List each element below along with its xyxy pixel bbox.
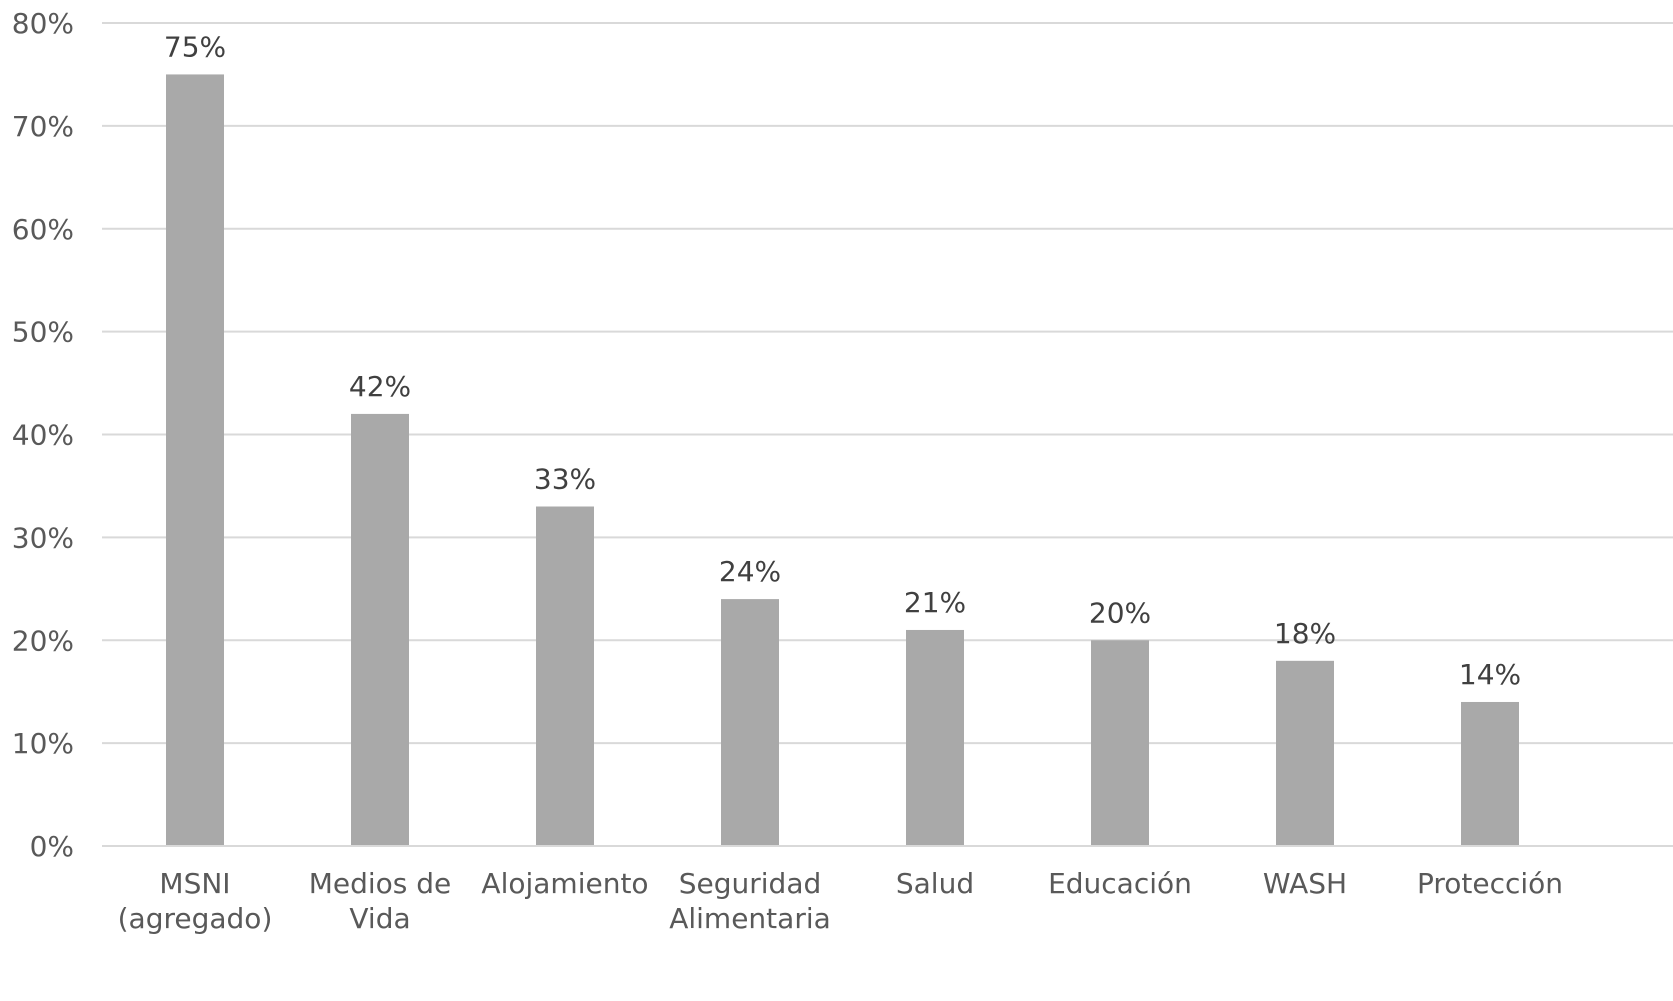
y-tick-label: 30% (12, 521, 74, 554)
y-tick-label: 40% (12, 419, 74, 452)
y-tick-label: 70% (12, 110, 74, 143)
x-tick-label: Protección (1417, 867, 1563, 900)
data-label: 21% (904, 586, 966, 619)
x-tick-label-line: Educación (1048, 867, 1192, 900)
data-label: 14% (1459, 658, 1521, 691)
y-tick-label: 50% (12, 316, 74, 349)
x-tick-label: MSNI (agregado) (118, 867, 273, 935)
x-tick-label: WASH (1263, 867, 1347, 900)
x-tick-label: Seguridad Alimentaria (669, 867, 831, 935)
bar (536, 506, 594, 846)
x-tick-label: Educación (1048, 867, 1192, 900)
x-tick-label-line: Seguridad (679, 867, 822, 900)
x-tick-label-line: Alojamiento (481, 867, 648, 900)
y-tick-label: 10% (12, 727, 74, 760)
x-tick-label-line: Protección (1417, 867, 1563, 900)
x-tick-label-line: Vida (349, 902, 410, 935)
x-tick-label: Salud (896, 867, 974, 900)
data-label: 75% (164, 30, 226, 63)
bar (1461, 701, 1519, 846)
bar (1276, 660, 1334, 846)
bar (1091, 640, 1149, 846)
bars (166, 74, 1519, 846)
data-labels: 75% 42% 33% 24% 21% 20% 18% 14% (164, 30, 1521, 691)
gridlines (102, 22, 1673, 745)
x-tick-label: Alojamiento (481, 867, 648, 900)
x-tick-label-line: Alimentaria (669, 902, 831, 935)
data-label: 18% (1274, 617, 1336, 650)
y-tick-label: 20% (12, 624, 74, 657)
x-tick-label: Medios de Vida (309, 867, 452, 935)
y-tick-label: 80% (12, 7, 74, 40)
bar (721, 599, 779, 846)
bar (906, 629, 964, 846)
bar (351, 413, 409, 846)
bar (166, 74, 224, 846)
data-label: 24% (719, 555, 781, 588)
x-tick-label-line: Salud (896, 867, 974, 900)
data-label: 20% (1089, 596, 1151, 629)
data-label: 33% (534, 463, 596, 496)
x-tick-label-line: WASH (1263, 867, 1347, 900)
y-axis-ticks: 0% 10% 20% 30% 40% 50% 60% 70% 80% (12, 7, 74, 863)
y-tick-label: 60% (12, 213, 74, 246)
x-tick-label-line: MSNI (159, 867, 230, 900)
x-axis: MSNI (agregado) Medios de Vida Alojamiento Se… (102, 845, 1673, 935)
x-tick-label-line: (agregado) (118, 902, 273, 935)
data-label: 42% (349, 370, 411, 403)
y-tick-label: 0% (30, 830, 74, 863)
x-tick-label-line: Medios de (309, 867, 452, 900)
